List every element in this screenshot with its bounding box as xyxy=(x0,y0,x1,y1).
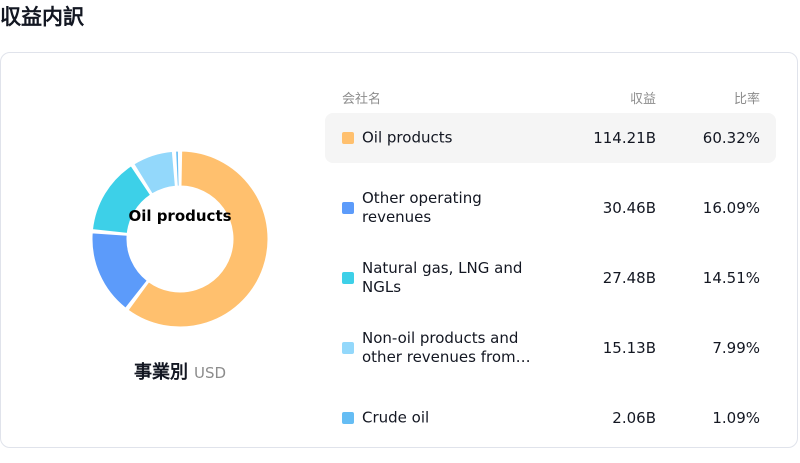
legend-swatch xyxy=(342,342,354,354)
currency-unit: USD xyxy=(193,364,227,382)
segment-caption: 事業別 xyxy=(133,362,188,383)
table-row[interactable]: Natural gas, LNG and NGLs 27.48B 14.51% xyxy=(325,253,776,303)
donut-slice[interactable] xyxy=(127,150,269,328)
row-label: Crude oil xyxy=(362,408,430,427)
table-row[interactable]: Crude oil 2.06B 1.09% xyxy=(325,393,776,443)
legend-swatch xyxy=(342,412,354,424)
header-company-name: 会社名 xyxy=(342,92,382,107)
donut-caption: 事業別 USD xyxy=(1,361,359,385)
donut-chart: Oil products xyxy=(80,139,280,339)
table-row[interactable]: Oil products 114.21B 60.32% xyxy=(325,113,776,163)
row-revenue: 27.48B xyxy=(602,269,656,287)
donut-slice[interactable] xyxy=(133,150,176,195)
row-ratio: 16.09% xyxy=(702,199,760,217)
page-title: 収益内訳 xyxy=(0,5,84,29)
legend-swatch xyxy=(342,132,354,144)
donut-svg xyxy=(91,150,269,328)
row-label: Oil products xyxy=(362,128,453,147)
revenue-breakdown-card: Oil products 事業別 USD 会社名 収益 比率 Oil produc… xyxy=(0,52,798,448)
breakdown-table: 会社名 収益 比率 Oil products 114.21B 60.32% Other… xyxy=(325,83,776,463)
row-ratio: 1.09% xyxy=(712,409,760,427)
legend-swatch xyxy=(342,272,354,284)
row-revenue: 114.21B xyxy=(593,129,656,147)
row-ratio: 60.32% xyxy=(702,129,760,147)
header-ratio: 比率 xyxy=(733,92,760,107)
donut-slice[interactable] xyxy=(175,150,180,187)
row-label: Other operating revenues xyxy=(362,189,482,226)
donut-slice[interactable] xyxy=(91,232,148,309)
row-revenue: 2.06B xyxy=(612,409,656,427)
donut-center-label: Oil products xyxy=(128,207,232,225)
row-label: Natural gas, LNG and NGLs xyxy=(362,259,523,296)
row-revenue: 30.46B xyxy=(602,199,656,217)
table-row[interactable]: Non-oil products and other revenues from… xyxy=(325,323,776,373)
table-row[interactable]: Other operating revenues 30.46B 16.09% xyxy=(325,183,776,233)
row-ratio: 14.51% xyxy=(702,269,760,287)
header-revenue: 収益 xyxy=(629,92,656,107)
row-label: Non-oil products and other revenues from… xyxy=(362,329,531,366)
donut-slice[interactable] xyxy=(91,165,152,234)
row-ratio: 7.99% xyxy=(712,339,760,357)
legend-swatch xyxy=(342,202,354,214)
table-header: 会社名 収益 比率 xyxy=(325,83,776,113)
row-revenue: 15.13B xyxy=(602,339,656,357)
